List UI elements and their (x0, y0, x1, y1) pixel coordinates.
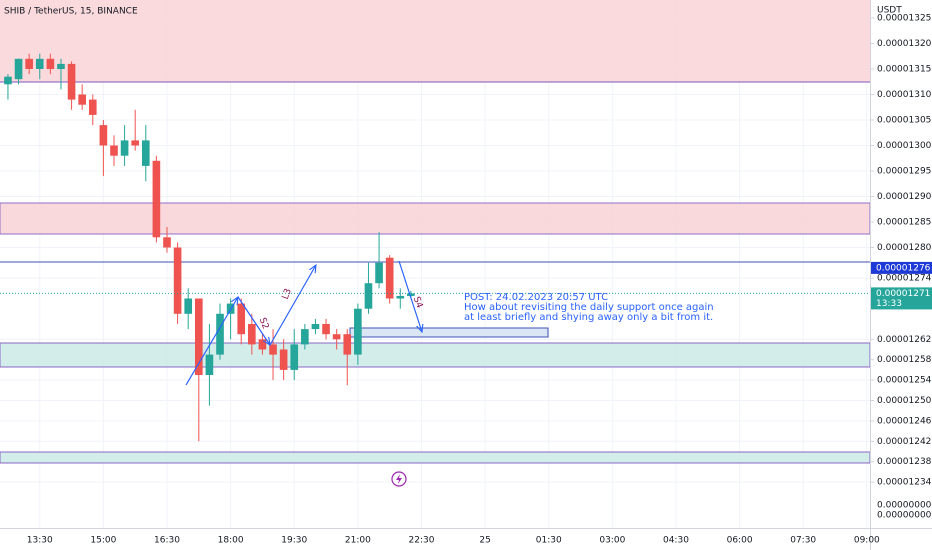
candle-body (67, 63, 76, 100)
support-zone (0, 451, 871, 464)
countdown-label: 13:33 (876, 299, 902, 309)
x-tick-label: 13:30 (27, 536, 53, 546)
candle-body (88, 99, 97, 115)
candle-body (173, 247, 182, 314)
candle-body (163, 237, 171, 248)
candle-body (184, 298, 193, 314)
y-tick-label: 0.00000000 (877, 511, 932, 521)
candle-body (14, 58, 23, 80)
y-tick-label: 0.00001258 (877, 355, 932, 365)
y-tick-label: 0.00001246 (877, 416, 932, 426)
y-tick-label: 0.00000000 (877, 501, 932, 511)
candle-body (322, 324, 330, 335)
x-tick-label: 22:30 (409, 536, 435, 546)
x-tick-label: 15:00 (90, 536, 116, 546)
y-tick-label: 0.00001254 (877, 376, 932, 386)
x-tick-label: 16:30 (154, 536, 180, 546)
x-tick-label: 19:30 (281, 536, 307, 546)
arrow (237, 296, 270, 345)
x-tick-label: 18:00 (218, 536, 244, 546)
candle-body (237, 303, 246, 335)
resistance-zone (0, 0, 870, 82)
candle-body (120, 140, 129, 156)
candle-body (258, 339, 267, 350)
y-tick-label: 0.00001290 (877, 192, 932, 202)
price-tag (871, 261, 932, 274)
target-box (349, 327, 549, 338)
y-tick-label: 0.00001250 (877, 396, 932, 406)
y-tick-label: 0.00001262 (877, 335, 931, 345)
axes: 0.00001325 0.00001320 0.00001315 0.00001310… (27, 14, 932, 546)
candle-body (152, 160, 161, 238)
price-tag-label: 0.00001276 (876, 263, 931, 273)
candle-body (141, 140, 150, 166)
candle-body (78, 94, 86, 105)
candle-body (279, 349, 288, 370)
y-tick-label: 0.00001242 (877, 437, 931, 447)
candle-body (205, 354, 214, 376)
candle-body (354, 308, 362, 355)
price-tag-label: 0.00001271 (876, 289, 930, 299)
event-icon-bolt (396, 474, 402, 484)
candle-body (332, 334, 341, 340)
candle-body (4, 76, 12, 85)
post-text: POST: 24.02.2023 20:57 UTC (464, 292, 608, 303)
y-tick-label: 0.00001280 (877, 243, 932, 253)
arrow (185, 297, 238, 386)
wave-label: L3 (281, 287, 294, 301)
x-tick-label: 06:00 (727, 536, 753, 546)
candle-body (364, 283, 373, 309)
candle-body (248, 324, 256, 345)
y-tick-label: 0.00001285 (877, 218, 931, 228)
x-tick-label: 07:30 (790, 536, 816, 546)
y-tick-label: 0.00001234 (877, 478, 932, 488)
x-tick-label: 09:00 (854, 536, 880, 546)
resistance-zone (0, 202, 871, 235)
x-tick-label: 21:00 (345, 536, 371, 546)
post-text: at least briefly and shying away only a … (464, 312, 713, 323)
candle-body (311, 324, 320, 330)
candle-body (375, 262, 383, 284)
candle-body (407, 293, 415, 296)
wave-label: S2 (257, 316, 270, 330)
candle-body (269, 344, 277, 355)
x-tick-label: 04:30 (663, 536, 689, 546)
post-text: How about revisiting the daily support o… (464, 302, 714, 313)
candle-body (25, 58, 33, 70)
candle-body (131, 140, 140, 146)
chart-title: SHIB / TetherUS, 15, BINANCE (4, 7, 138, 17)
y-tick-label: 0.00001325 (877, 14, 931, 24)
candle-body (110, 145, 118, 156)
wave-label: S4 (411, 295, 424, 309)
x-tick-label: 01:30 (536, 536, 562, 546)
y-tick-label: 0.00001305 (877, 116, 931, 126)
candle-body (301, 329, 309, 345)
support-zone (0, 342, 871, 368)
arrow (398, 260, 422, 332)
y-tick-label: 0.00001295 (877, 167, 931, 177)
candle-body (216, 313, 224, 355)
y-tick-label: 0.00001300 (877, 141, 932, 151)
candle-body (46, 58, 55, 70)
candle-body (99, 125, 108, 146)
candle-body (396, 295, 405, 299)
y-tick-label: 0.00001310 (877, 90, 932, 100)
price-tag (871, 287, 932, 310)
candle-body (35, 58, 44, 70)
y-tick-label: 0.00001238 (877, 457, 932, 467)
x-tick-label: 03:00 (599, 536, 625, 546)
candle-body (290, 344, 299, 370)
candle-body (194, 298, 203, 376)
y-tick-label: 0.00001315 (877, 65, 931, 75)
candle-body (343, 334, 352, 355)
candle-body (385, 257, 394, 299)
candle-body (57, 63, 65, 70)
y-tick-label: 0.00001274 (877, 274, 932, 284)
x-tick-label: 25 (479, 536, 490, 546)
candles (0, 53, 870, 442)
currency-label: USDT (877, 6, 902, 16)
y-tick-label: 0.00001320 (877, 39, 932, 49)
arrow (269, 265, 316, 346)
